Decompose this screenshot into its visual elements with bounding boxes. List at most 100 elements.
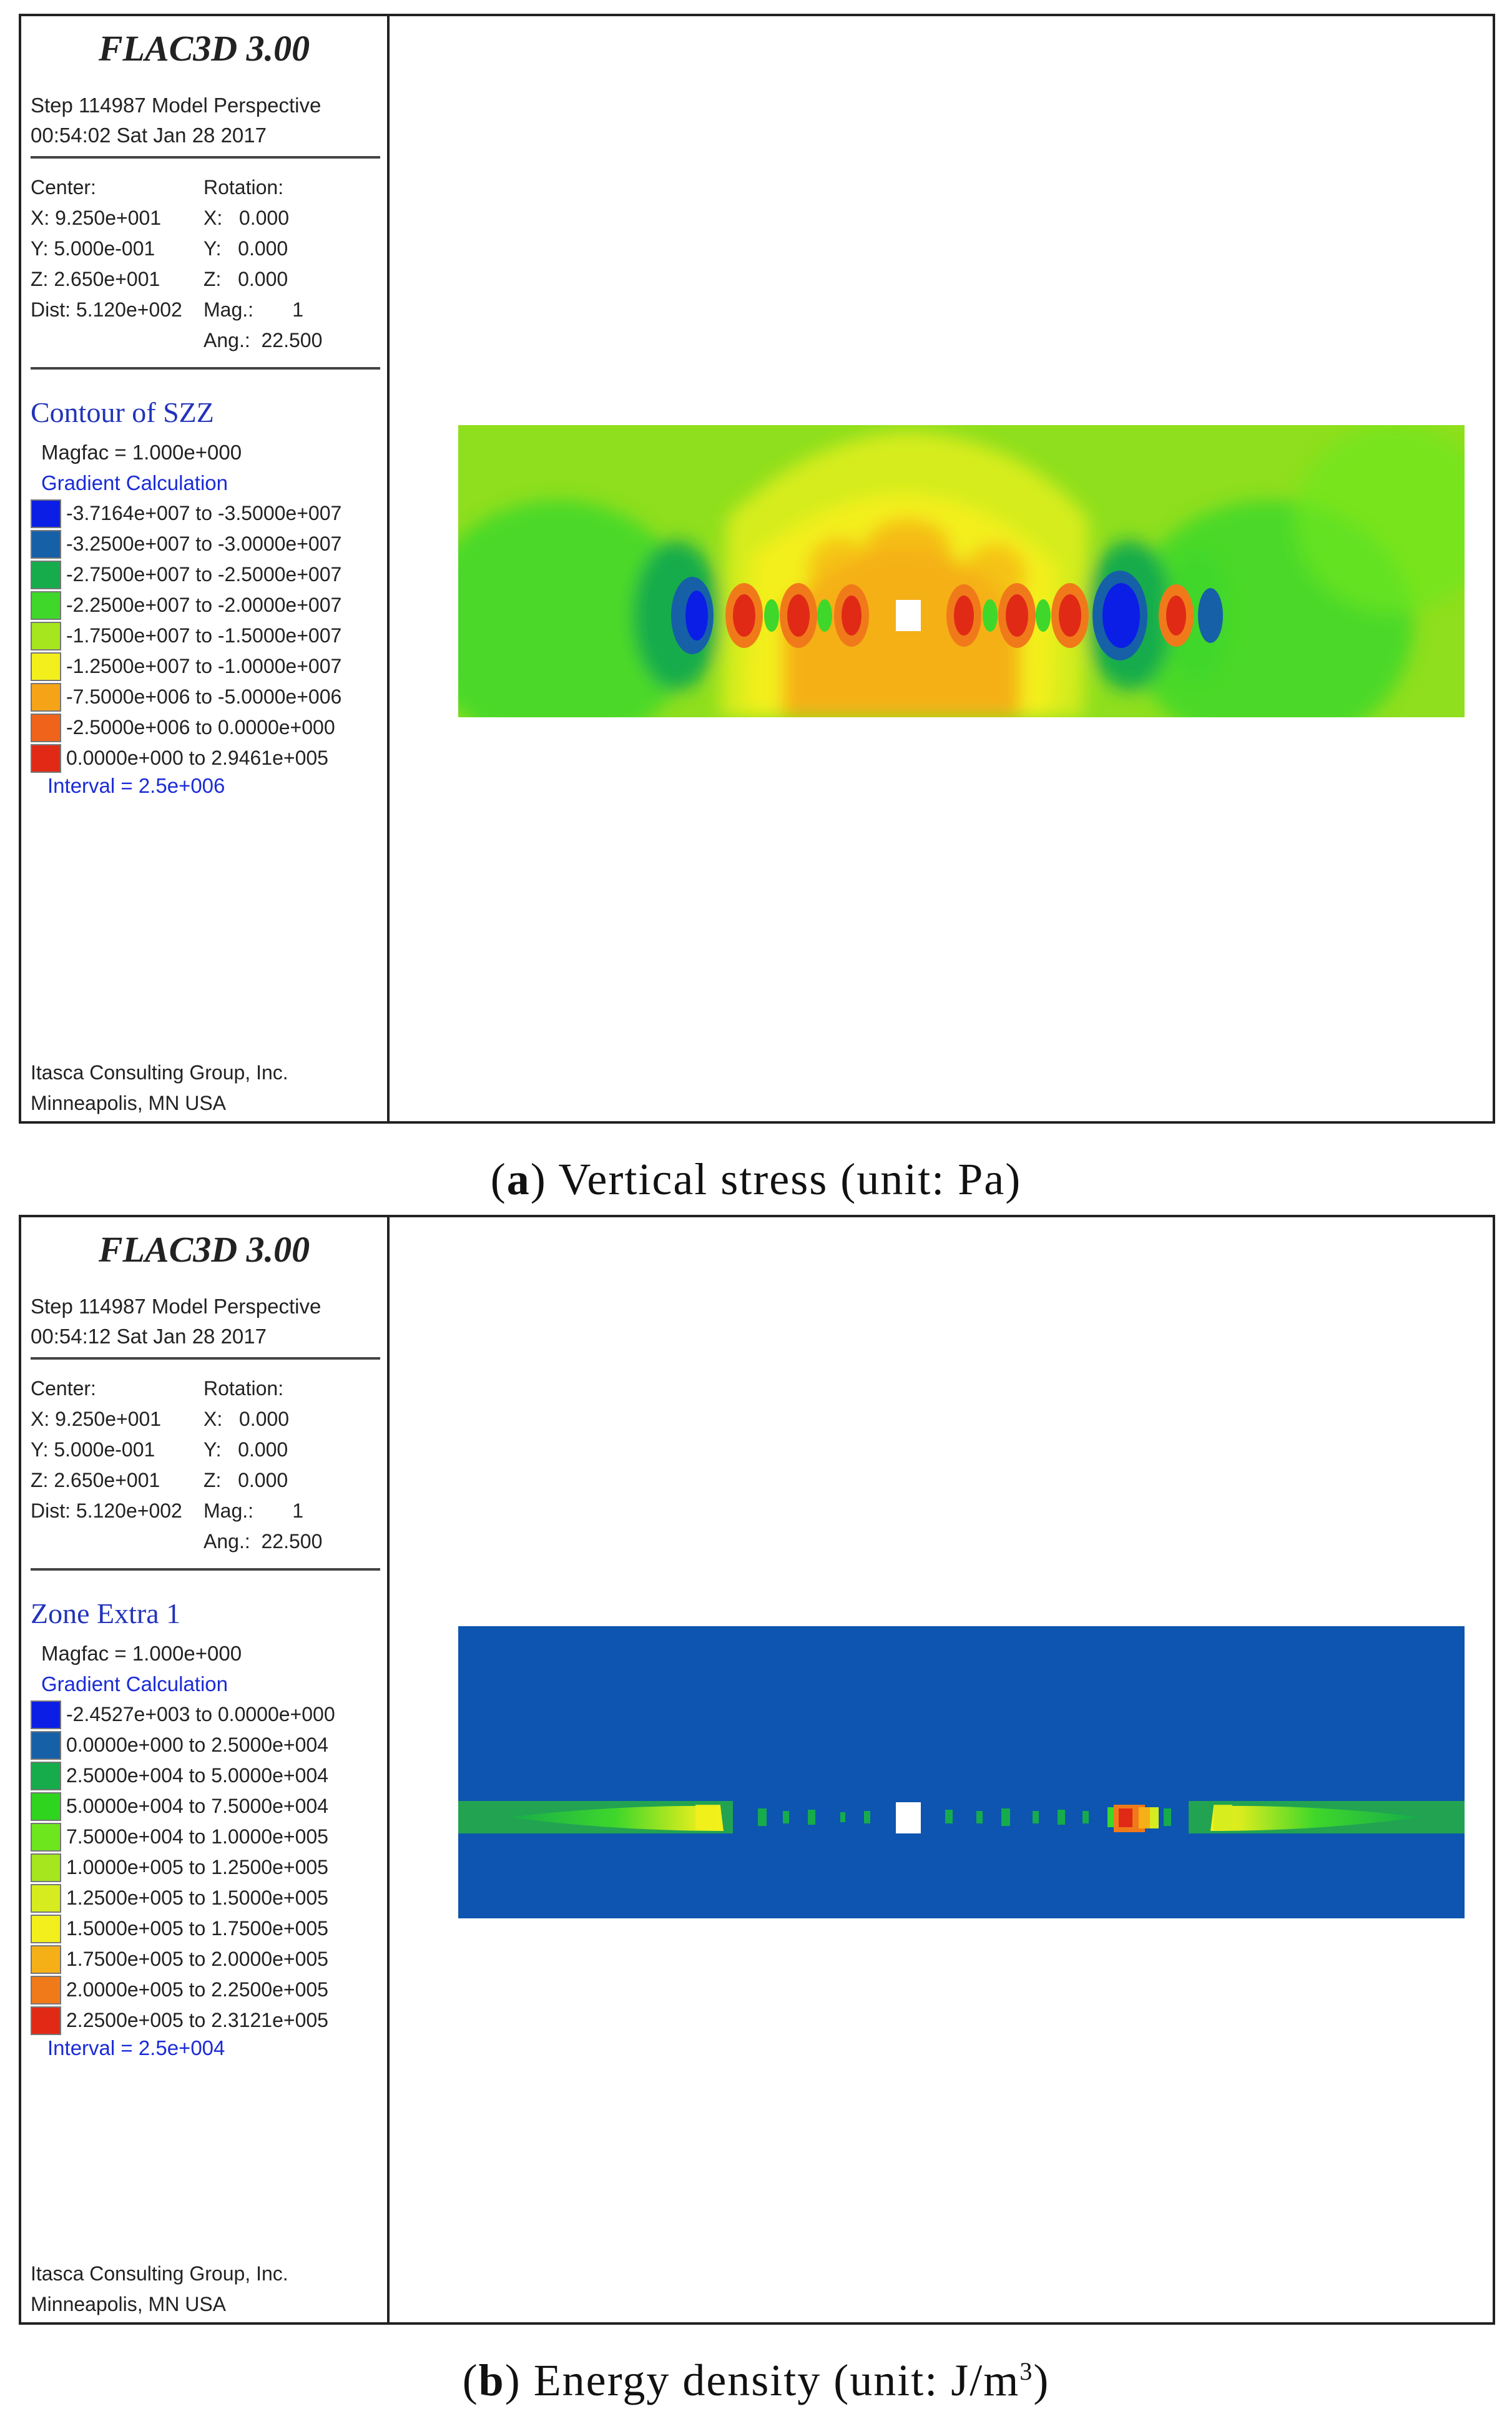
caption-text: Energy density (unit: J/m xyxy=(533,2355,1020,2405)
legend-range: 1.0000e+005 to 1.2500e+005 xyxy=(66,1856,328,1878)
interval-label: Interval = 2.5e+006 xyxy=(47,774,225,797)
rotation-label: Rotation: xyxy=(204,1377,284,1400)
gradient-label: Gradient Calculation xyxy=(41,1672,228,1695)
divider xyxy=(31,156,380,159)
legend-range: 2.5000e+004 to 5.0000e+004 xyxy=(66,1764,328,1787)
caption-letter: b xyxy=(478,2355,505,2405)
legend-swatch xyxy=(31,621,61,650)
legend-entry: -3.7164e+007 to -3.5000e+007 xyxy=(31,498,341,529)
legend-entry: 2.5000e+004 to 5.0000e+004 xyxy=(31,1760,335,1791)
timestamp-line: 00:54:02 Sat Jan 28 2017 xyxy=(31,124,267,147)
energy-contour-plot xyxy=(458,1626,1465,1918)
legend-entry: -2.4527e+003 to 0.0000e+000 xyxy=(31,1699,335,1730)
panel-energy-density: FLAC3D 3.00 Step 114987 Model Perspectiv… xyxy=(19,1215,1495,2325)
software-brand: FLAC3D 3.00 xyxy=(98,28,310,69)
step-line: Step 114987 Model Perspective xyxy=(31,94,322,117)
interval-label: Interval = 2.5e+004 xyxy=(47,2036,225,2059)
legend-entry: 1.5000e+005 to 1.7500e+005 xyxy=(31,1913,335,1944)
legend-swatch xyxy=(31,713,61,742)
magfac-line: Magfac = 1.000e+000 xyxy=(41,1642,242,1665)
legend-range: -1.2500e+007 to -1.0000e+007 xyxy=(66,655,342,677)
caption-text: Vertical stress (unit: Pa) xyxy=(558,1154,1022,1204)
legend-range: 2.2500e+005 to 2.3121e+005 xyxy=(66,2009,328,2031)
footer-location: Minneapolis, MN USA xyxy=(31,1092,226,1114)
caption-superscript: 3 xyxy=(1019,2357,1034,2385)
rotation-values: X: 0.000 Y: 0.000 Z: 0.000 Mag.: 1 Ang.:… xyxy=(204,207,323,351)
magfac-line: Magfac = 1.000e+000 xyxy=(41,441,242,464)
caption-letter: a xyxy=(506,1154,531,1204)
legend-range: 1.7500e+005 to 2.0000e+005 xyxy=(66,1948,328,1970)
legend-swatch xyxy=(31,1792,61,1821)
caption-b: (b) Energy density (unit: J/m3) xyxy=(462,2355,1050,2405)
contour-legend: -3.7164e+007 to -3.5000e+007 -3.2500e+00… xyxy=(31,498,341,773)
legend-swatch xyxy=(31,1761,61,1790)
legend-entry: 1.7500e+005 to 2.0000e+005 xyxy=(31,1944,335,1975)
rotation-values: X: 0.000 Y: 0.000 Z: 0.000 Mag.: 1 Ang.:… xyxy=(204,1408,323,1553)
center-label: Center: xyxy=(31,176,96,199)
legend-range: -2.5000e+006 to 0.0000e+000 xyxy=(66,716,335,738)
legend-range: -3.2500e+007 to -3.0000e+007 xyxy=(66,532,342,555)
rotation-label: Rotation: xyxy=(204,176,284,199)
info-sidebar: FLAC3D 3.00 Step 114987 Model Perspectiv… xyxy=(21,16,390,1121)
legend-entry: 1.0000e+005 to 1.2500e+005 xyxy=(31,1852,335,1883)
legend-range: 1.2500e+005 to 1.5000e+005 xyxy=(66,1887,328,1909)
info-sidebar: FLAC3D 3.00 Step 114987 Model Perspectiv… xyxy=(21,1217,390,2322)
center-values: X: 9.250e+001 Y: 5.000e-001 Z: 2.650e+00… xyxy=(31,1408,182,1522)
legend-entry: -1.7500e+007 to -1.5000e+007 xyxy=(31,621,341,651)
center-values: X: 9.250e+001 Y: 5.000e-001 Z: 2.650e+00… xyxy=(31,207,182,321)
legend-entry: -2.5000e+006 to 0.0000e+000 xyxy=(31,712,341,743)
legend-swatch xyxy=(31,1883,61,1913)
model-viewport[interactable] xyxy=(390,1217,1493,2322)
legend-swatch xyxy=(31,499,61,528)
legend-entry: 2.2500e+005 to 2.3121e+005 xyxy=(31,2005,335,2036)
legend-swatch xyxy=(31,1730,61,1760)
legend-swatch xyxy=(31,1945,61,1974)
legend-entry: -2.2500e+007 to -2.0000e+007 xyxy=(31,590,341,621)
legend-range: 7.5000e+004 to 1.0000e+005 xyxy=(66,1825,328,1848)
legend-entry: -2.7500e+007 to -2.5000e+007 xyxy=(31,559,341,590)
legend-range: 0.0000e+000 to 2.5000e+004 xyxy=(66,1734,328,1756)
legend-swatch xyxy=(31,1975,61,2004)
contour-legend: -2.4527e+003 to 0.0000e+000 0.0000e+000 … xyxy=(31,1699,335,2036)
legend-swatch xyxy=(31,743,61,773)
center-label: Center: xyxy=(31,1377,96,1400)
footer-company: Itasca Consulting Group, Inc. xyxy=(31,2262,288,2285)
legend-range: 0.0000e+000 to 2.9461e+005 xyxy=(66,747,328,769)
legend-range: 1.5000e+005 to 1.7500e+005 xyxy=(66,1917,328,1940)
caption-a: (a) Vertical stress (unit: Pa) xyxy=(490,1154,1022,1204)
caption-tail: ) xyxy=(1033,2355,1050,2405)
legend-entry: 5.0000e+004 to 7.5000e+004 xyxy=(31,1791,335,1822)
legend-entry: 1.2500e+005 to 1.5000e+005 xyxy=(31,1883,335,1913)
contour-title: Contour of SZZ xyxy=(31,396,214,428)
legend-range: -3.7164e+007 to -3.5000e+007 xyxy=(66,502,342,524)
legend-entry: -1.2500e+007 to -1.0000e+007 xyxy=(31,651,341,682)
gradient-label: Gradient Calculation xyxy=(41,471,228,494)
divider xyxy=(31,367,380,370)
legend-range: 5.0000e+004 to 7.5000e+004 xyxy=(66,1795,328,1817)
panel-vertical-stress: FLAC3D 3.00 Step 114987 Model Perspectiv… xyxy=(19,14,1495,1124)
legend-swatch xyxy=(31,529,61,559)
legend-swatch xyxy=(31,1914,61,1943)
legend-swatch xyxy=(31,682,61,712)
footer-location: Minneapolis, MN USA xyxy=(31,2293,226,2315)
legend-swatch xyxy=(31,2006,61,2035)
legend-entry: 0.0000e+000 to 2.9461e+005 xyxy=(31,743,341,773)
legend-swatch xyxy=(31,560,61,589)
stress-contour-plot xyxy=(458,425,1465,717)
legend-swatch xyxy=(31,1822,61,1852)
legend-range: -7.5000e+006 to -5.0000e+006 xyxy=(66,685,342,708)
legend-entry: 2.0000e+005 to 2.2500e+005 xyxy=(31,1975,335,2005)
step-line: Step 114987 Model Perspective xyxy=(31,1295,322,1318)
legend-range: -2.2500e+007 to -2.0000e+007 xyxy=(66,594,342,616)
model-viewport[interactable] xyxy=(390,16,1493,1121)
legend-entry: -7.5000e+006 to -5.0000e+006 xyxy=(31,682,341,712)
software-brand: FLAC3D 3.00 xyxy=(98,1229,310,1270)
legend-swatch xyxy=(31,652,61,681)
timestamp-line: 00:54:12 Sat Jan 28 2017 xyxy=(31,1325,267,1348)
legend-range: 2.0000e+005 to 2.2500e+005 xyxy=(66,1978,328,2001)
divider xyxy=(31,1357,380,1360)
legend-swatch xyxy=(31,1700,61,1729)
divider xyxy=(31,1568,380,1571)
legend-range: -2.4527e+003 to 0.0000e+000 xyxy=(66,1703,335,1725)
legend-entry: -3.2500e+007 to -3.0000e+007 xyxy=(31,529,341,559)
